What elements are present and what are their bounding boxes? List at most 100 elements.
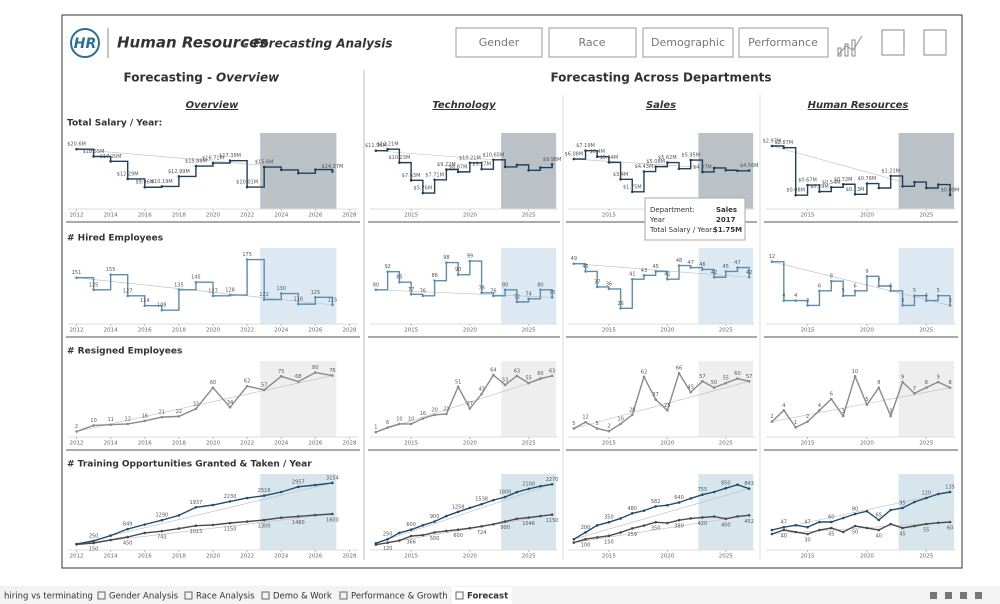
point [550, 296, 554, 299]
button-label[interactable]: Demographic [651, 36, 725, 49]
point [806, 420, 809, 423]
value-label: 78 [478, 285, 484, 291]
trend-line [375, 514, 553, 545]
x-tick-label: 2020 [660, 554, 674, 560]
point [689, 158, 693, 162]
button[interactable] [548, 27, 637, 58]
point [228, 293, 232, 297]
point [724, 517, 728, 521]
value-label: 135 [174, 282, 184, 288]
button[interactable] [455, 27, 543, 58]
point [865, 526, 869, 530]
value-label: 65 [876, 513, 882, 519]
point [279, 168, 283, 172]
value-label: 47 [804, 520, 810, 526]
tab[interactable]: Gender Analysis [109, 592, 179, 602]
button-label[interactable]: Gender [479, 36, 520, 49]
point [724, 270, 728, 273]
point [936, 380, 940, 384]
tab[interactable]: Race Analysis [196, 592, 255, 602]
logo-text: HR [74, 36, 97, 52]
value-label: 46 [699, 262, 705, 268]
point [126, 535, 130, 539]
value-label: 45 [688, 385, 694, 391]
x-tick-label: 2026 [308, 213, 322, 219]
point [211, 294, 215, 298]
point [642, 509, 646, 512]
value-label: 3 [806, 298, 809, 304]
point [160, 415, 164, 419]
value-label: 45 [899, 532, 905, 538]
x-tick-label: 2015 [801, 554, 815, 560]
point [901, 304, 904, 307]
point [913, 524, 916, 528]
chart-icon[interactable] [837, 35, 863, 56]
value-label: 32 [193, 401, 199, 407]
point [901, 526, 904, 530]
active-tab [452, 587, 512, 604]
x-tick-label: 2018 [172, 441, 186, 447]
point [607, 161, 611, 164]
point [398, 422, 401, 426]
tab[interactable]: Performance & Growth [351, 592, 448, 602]
point [374, 543, 378, 546]
point [398, 531, 401, 535]
point [806, 304, 809, 307]
title: Human Resources [117, 34, 268, 52]
value-label: 640 [674, 495, 684, 501]
point [572, 537, 576, 541]
image-download[interactable] [881, 29, 905, 56]
value-label: 5 [865, 397, 868, 403]
button-label[interactable]: Performance [748, 36, 818, 49]
point [445, 514, 448, 518]
point [666, 503, 669, 507]
point [245, 496, 249, 500]
value-label: 452 [744, 519, 754, 525]
tab[interactable]: Demo & Work [273, 592, 332, 602]
point [177, 175, 181, 178]
forecast-band [260, 474, 337, 550]
value-label: $17.20M [100, 154, 122, 160]
value-label: 366 [406, 540, 416, 546]
point [782, 299, 786, 302]
point [409, 293, 413, 296]
point [782, 525, 786, 529]
value-label: 380 [674, 524, 684, 530]
point [527, 381, 530, 385]
trend-line [76, 148, 333, 172]
point [619, 307, 622, 310]
value-label: 2 [75, 424, 78, 430]
value-label: 45 [582, 264, 588, 270]
x-tick-label: 2020 [860, 441, 874, 447]
point [689, 266, 693, 269]
point [480, 392, 483, 396]
point [92, 155, 95, 158]
value-label: 53 [502, 377, 508, 383]
value-label: 45 [723, 264, 729, 270]
point [818, 528, 821, 532]
point [503, 383, 507, 387]
point [830, 520, 833, 524]
point [503, 495, 507, 499]
value-label: $15.88M [185, 159, 207, 165]
button-label[interactable]: Race [579, 36, 606, 49]
point [595, 536, 599, 539]
x-tick-label: 2026 [308, 554, 322, 560]
button[interactable] [738, 27, 829, 58]
value-label: 900 [500, 525, 510, 531]
tab[interactable]: hiring vs terminating [4, 592, 93, 602]
point [841, 516, 845, 520]
value-label: 50 [711, 380, 717, 386]
button[interactable] [642, 27, 734, 58]
pdf-download[interactable] [923, 29, 947, 56]
point [630, 190, 634, 194]
tab[interactable]: Forecast [467, 592, 508, 602]
point [433, 413, 436, 417]
point [642, 524, 646, 527]
point [794, 299, 797, 302]
point [572, 541, 576, 544]
row-title: Total Salary / Year: [67, 119, 162, 129]
point [584, 420, 587, 424]
point [877, 528, 881, 532]
x-tick-label: 2015 [602, 213, 616, 219]
